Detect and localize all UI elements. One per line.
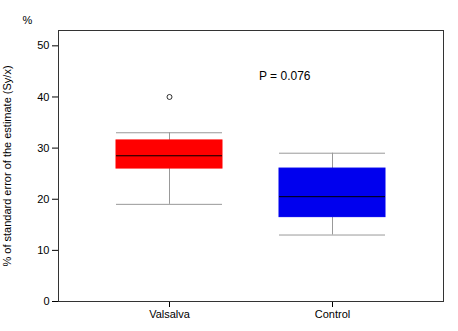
svg-text:Valsalva: Valsalva: [149, 308, 191, 320]
svg-text:0: 0: [43, 295, 49, 307]
svg-text:40: 40: [37, 90, 49, 102]
svg-text:%: %: [23, 14, 33, 26]
svg-text:Control: Control: [315, 308, 350, 320]
svg-text:P = 0.076: P = 0.076: [259, 69, 311, 83]
svg-text:% of standard error of the est: % of standard error of the estimate (Sy/…: [1, 65, 13, 266]
svg-text:30: 30: [37, 142, 49, 154]
svg-text:50: 50: [37, 39, 49, 51]
svg-text:10: 10: [37, 244, 49, 256]
svg-text:20: 20: [37, 193, 49, 205]
